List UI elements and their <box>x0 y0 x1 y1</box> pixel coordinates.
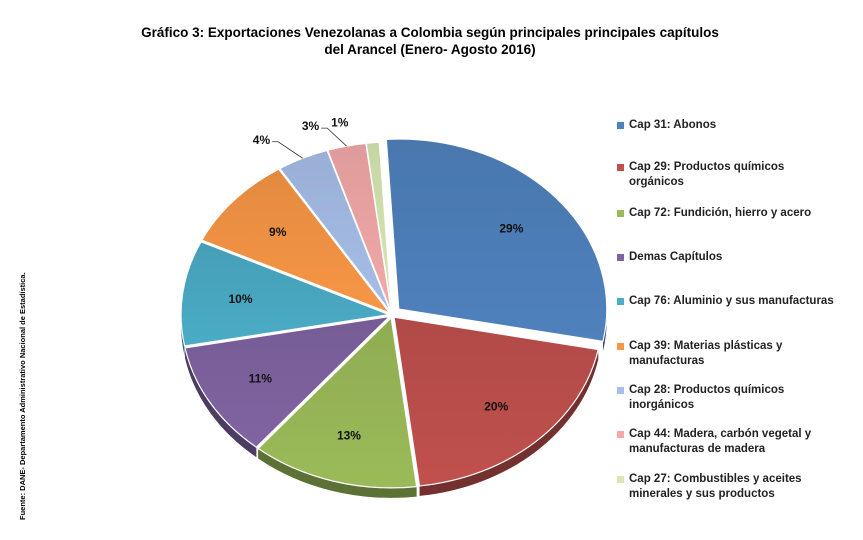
legend-item: Cap 39: Materias plásticas y manufacturas <box>617 339 857 369</box>
pie-slice-side <box>419 349 599 496</box>
pie-slice-side <box>184 347 257 458</box>
pie-data-label: 20% <box>484 400 508 414</box>
chart-title-line1: Gráfico 3: Exportaciones Venezolanas a C… <box>141 25 719 40</box>
legend-item: Cap 27: Combustibles y aceites minerales … <box>617 472 857 502</box>
pie-slice-side <box>602 309 607 352</box>
legend-label: Demas Capítulos <box>629 251 723 263</box>
legend-label-continued: minerales y sus productos <box>629 488 775 500</box>
legend-label: Cap 39: Materias plásticas y <box>629 340 783 352</box>
pie-labels-layer: 29% 20% 13% 11% 10% 9% 4% 3% 1% <box>228 115 523 442</box>
legend-swatch <box>617 387 624 394</box>
pie-data-label: 13% <box>337 428 361 442</box>
pie-slice-side <box>258 448 417 498</box>
pie-slice <box>393 316 599 487</box>
pie-slice <box>200 168 392 315</box>
legend-label-continued: inorgánicos <box>629 399 695 411</box>
pie-data-label: 1% <box>331 115 349 129</box>
legend-label: Cap 76: Aluminio y sus manufacturas <box>629 295 834 307</box>
pie-leader-line <box>272 141 303 159</box>
pie-leader-line <box>321 127 347 147</box>
legend-label: Cap 31: Abonos <box>629 119 717 131</box>
legend-label: Cap 72: Fundición, hierro y acero <box>629 207 812 219</box>
legend-item: Cap 76: Aluminio y sus manufacturas <box>617 294 857 309</box>
pie-slice <box>180 241 392 347</box>
pie-depth-layer <box>181 309 607 498</box>
pie-data-label: 4% <box>253 133 271 147</box>
legend-swatch <box>617 164 624 171</box>
chart-title-line2: del Arancel (Enero- Agosto 2016) <box>324 42 536 57</box>
legend-item: Demas Capítulos <box>617 250 857 265</box>
legend-item: Cap 44: Madera, carbón vegetal y manufact… <box>617 427 857 457</box>
legend-swatch <box>617 343 624 350</box>
legend-label-continued: manufacturas de madera <box>629 443 766 455</box>
pie-slice <box>257 316 418 489</box>
legend-label: Cap 27: Combustibles y aceites <box>629 473 802 485</box>
pie-slices-layer <box>180 138 608 489</box>
legend-label: Cap 44: Madera, carbón vegetal y <box>629 428 812 440</box>
chart-title: Gráfico 3: Exportaciones Venezolanas a C… <box>90 24 770 58</box>
pie-data-label: 10% <box>228 292 252 306</box>
pie-slice <box>184 315 392 448</box>
pie-data-label: 9% <box>269 225 287 239</box>
legend-label: Cap 28: Productos químicos <box>629 384 785 396</box>
pie-slice <box>365 141 393 313</box>
legend-swatch <box>617 476 624 483</box>
legend-swatch <box>617 122 624 129</box>
legend-label-continued: orgánicos <box>629 176 684 188</box>
legend-swatch <box>617 298 624 305</box>
pie-slice-side <box>181 314 185 356</box>
pie-data-label: 29% <box>499 221 523 235</box>
legend-label: Cap 29: Productos químicos <box>629 161 785 173</box>
legend-item: Cap 28: Productos químicos inorgánicos <box>617 383 857 413</box>
legend-item: Cap 29: Productos químicos orgánicos <box>617 160 857 190</box>
pie-slice <box>385 138 608 343</box>
legend-swatch <box>617 431 624 438</box>
legend-swatch <box>617 254 624 261</box>
pie-slice <box>278 149 392 313</box>
pie-data-label: 11% <box>249 372 273 386</box>
legend-item: Cap 31: Abonos <box>617 118 857 133</box>
legend-item: Cap 72: Fundición, hierro y acero <box>617 206 857 221</box>
legend-label-continued: manufacturas <box>629 355 705 367</box>
pie-data-label: 3% <box>302 119 320 133</box>
legend-swatch <box>617 210 624 217</box>
